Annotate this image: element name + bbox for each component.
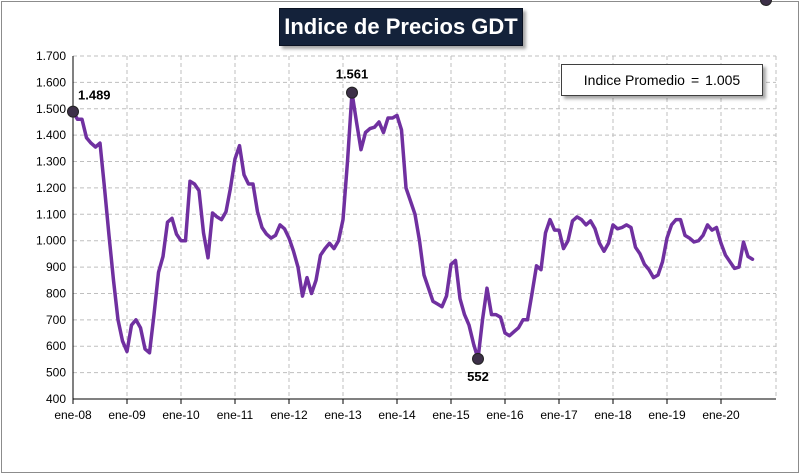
highlight-point — [472, 352, 484, 365]
y-tick-label: 1.300 — [36, 155, 66, 169]
chart-title-box: Indice de Precios GDT — [279, 8, 523, 46]
axes: 400 500 600 700 800 900 1.000 1.100 1.200 1.300 1.… — [36, 49, 776, 422]
data-label: 930 — [755, 0, 777, 3]
y-tick-label: 400 — [46, 392, 66, 406]
y-tick-label: 1.400 — [36, 128, 66, 142]
average-value: 1.005 — [705, 72, 741, 88]
x-tick-label: ene-20 — [702, 408, 740, 422]
price-index-line — [71, 90, 755, 361]
data-label: 1.561 — [336, 67, 369, 82]
highlight-point — [67, 105, 79, 118]
x-tick-label: ene-19 — [648, 408, 686, 422]
x-tick-label: ene-17 — [540, 408, 578, 422]
x-tick-label: ene-10 — [162, 408, 200, 422]
data-label: 1.489 — [78, 88, 111, 103]
highlight-point — [760, 0, 772, 6]
chart-title: Indice de Precios GDT — [284, 14, 518, 39]
x-tick-label: ene-15 — [432, 408, 470, 422]
y-tick-label: 900 — [46, 260, 66, 274]
y-tick-label: 1.600 — [36, 75, 66, 89]
highlight-point — [346, 86, 358, 99]
y-tick-label: 1.500 — [36, 102, 66, 116]
x-tick-label: ene-09 — [108, 408, 146, 422]
x-tick-label: ene-16 — [486, 408, 524, 422]
x-tick-label: ene-14 — [378, 408, 416, 422]
average-separator: = — [690, 72, 700, 88]
x-tick-label: ene-08 — [54, 408, 92, 422]
y-tick-label: 1.100 — [36, 207, 66, 221]
y-tick-label: 500 — [46, 366, 66, 380]
y-tick-label: 600 — [46, 339, 66, 353]
label-layer: 1.489 1.561 552 930 — [78, 0, 777, 384]
y-tick-label: 700 — [46, 313, 66, 327]
x-tick-label: ene-12 — [270, 408, 308, 422]
series-layer — [67, 0, 772, 365]
average-label: Indice Promedio — [583, 72, 685, 88]
x-tick-label: ene-13 — [324, 408, 362, 422]
average-legend-box: Indice Promedio = 1.005 — [561, 64, 763, 96]
x-tick-label: ene-18 — [594, 408, 632, 422]
data-label: 552 — [467, 369, 489, 384]
x-tick-label: ene-11 — [217, 408, 254, 422]
y-tick-label: 1.000 — [36, 234, 66, 248]
y-tick-label: 1.200 — [36, 181, 66, 195]
y-tick-label: 1.700 — [36, 49, 66, 63]
y-tick-label: 800 — [46, 286, 66, 300]
